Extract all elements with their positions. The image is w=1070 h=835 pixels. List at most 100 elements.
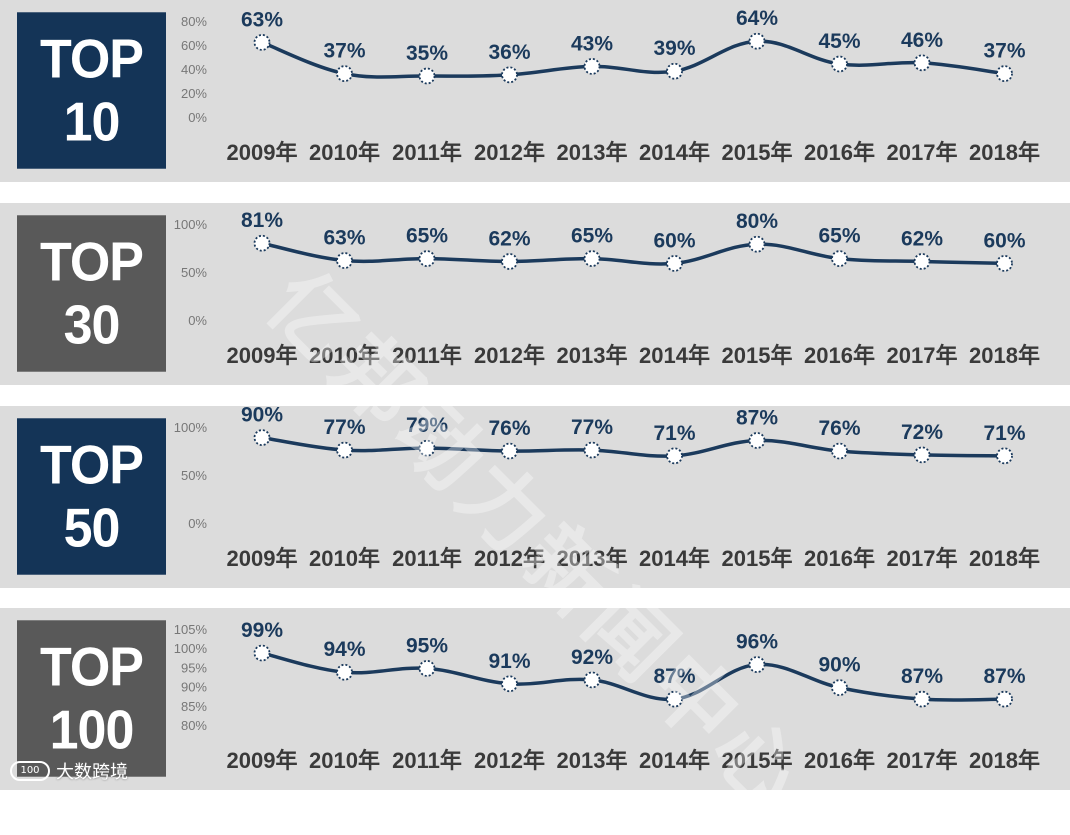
data-point [666,62,683,80]
data-label: 77% [571,416,613,439]
x-tick-label: 2016年 [804,546,875,571]
data-label: 39% [653,37,695,60]
data-label: 87% [901,665,943,688]
y-tick-label: 50% [181,265,207,280]
data-point [336,441,353,459]
data-label: 87% [983,665,1025,688]
x-tick-label: 2018年 [969,748,1040,773]
x-tick-label: 2018年 [969,546,1040,571]
x-tick-label: 2009年 [227,140,298,165]
x-tick-label: 2009年 [227,748,298,773]
x-tick-label: 2011年 [392,140,462,165]
x-tick-label: 2015年 [722,140,793,165]
data-point [501,253,518,270]
x-tick-label: 2015年 [722,343,793,368]
data-label: 65% [406,225,448,248]
badge-number: 10 [63,91,121,153]
line-chart-top-100: 105% 100% 95% 90% 85% 80% 99% 94% 95% 91% 92% 87% 96… [174,619,1040,773]
data-label: 90% [818,654,860,677]
data-point [748,235,766,253]
panel-top-100: TOP 100 105% 100% 95% 90% 85% 80% 99% 94% 95% 91%… [0,608,1070,790]
series-line [260,651,1007,702]
data-point [336,663,353,681]
data-point [253,429,271,447]
badge-title: TOP [40,231,144,293]
y-tick-label: 80% [181,718,207,733]
data-point [913,54,931,72]
x-tick-label: 2013年 [557,140,628,165]
data-point [996,65,1013,82]
badge-title: TOP [40,636,144,698]
panel-top-50: TOP 50 100% 50% 0% 90% 77% 79% 76% 77% 71% 87% 76%… [0,406,1070,588]
data-label: 95% [406,634,448,657]
data-label: 90% [241,406,283,427]
x-tick-label: 2011年 [392,546,462,571]
data-label: 81% [241,209,283,232]
x-tick-label: 2009年 [227,546,298,571]
x-tick-label: 2010年 [309,748,380,773]
series-line [260,241,1007,266]
x-tick-label: 2014年 [639,343,710,368]
data-label: 76% [488,417,530,440]
x-tick-label: 2012年 [474,140,545,165]
x-tick-label: 2012年 [474,546,545,571]
data-point [501,66,518,84]
panel-top-30: TOP 30 100% 50% 0% 81% 63% 65% 62% 65% 60% 80% 65%… [0,203,1070,385]
line-chart-top-10: 80% 60% 40% 20% 0% 63% 37% 35% 36% 43% 39% 64% 45% 46… [181,7,1040,165]
data-label: 71% [983,422,1025,445]
data-point [253,644,271,662]
badge-number: 100 [49,699,135,761]
data-point [996,255,1013,272]
data-label: 36% [488,41,530,64]
data-label: 94% [323,638,365,661]
x-tick-label: 2017年 [887,140,958,165]
y-tick-label: 20% [181,86,207,101]
badge-title: TOP [40,28,144,90]
data-point [418,660,436,677]
badge-top-100: TOP 100 [17,620,166,777]
y-tick-label: 100% [174,217,208,232]
x-tick-label: 2014年 [639,748,710,773]
badge-number: 30 [63,294,121,356]
data-label: 37% [983,40,1025,63]
y-tick-label: 0% [188,110,207,125]
data-point [583,441,601,459]
y-tick-label: 0% [188,313,207,328]
series-line [260,39,1007,79]
x-tick-label: 2017年 [887,546,958,571]
data-point [996,690,1013,708]
x-tick-label: 2017年 [887,343,958,368]
x-tick-label: 2016年 [804,140,875,165]
data-label: 37% [323,40,365,63]
line-chart-top-50: 100% 50% 0% 90% 77% 79% 76% 77% 71% 87% 76% 72% 71% 2… [174,406,1040,571]
data-label: 63% [241,8,283,31]
x-tick-label: 2015年 [722,546,793,571]
data-label: 35% [406,42,448,65]
y-tick-label: 60% [181,38,207,53]
data-point [831,55,848,73]
data-label: 45% [818,30,860,53]
y-tick-label: 0% [188,516,207,531]
line-chart-top-30: 100% 50% 0% 81% 63% 65% 62% 65% 60% 80% 65% 62% 60% 2… [174,209,1040,368]
data-label: 77% [323,416,365,439]
x-tick-label: 2016年 [804,343,875,368]
data-label: 87% [736,406,778,429]
y-tick-label: 90% [181,680,207,695]
y-tick-label: 95% [181,660,207,675]
x-tick-label: 2010年 [309,546,380,571]
panel-top-10: TOP 10 80% 60% 40% 20% 0% 63% 37% 35% 36% 43% 39% 6… [0,0,1070,182]
data-label: 62% [488,227,530,250]
x-tick-label: 2015年 [722,748,793,773]
data-point [831,250,848,267]
x-tick-label: 2009年 [227,343,298,368]
logo-text: 大数跨境 [56,762,128,783]
data-point [418,439,436,457]
y-tick-label: 85% [181,699,207,714]
data-point [996,447,1013,465]
data-point [831,679,848,696]
badge-number: 50 [63,497,121,559]
data-label: 62% [901,227,943,250]
data-point [666,690,683,708]
y-tick-label: 40% [181,62,207,77]
y-tick-label: 100% [174,420,208,435]
